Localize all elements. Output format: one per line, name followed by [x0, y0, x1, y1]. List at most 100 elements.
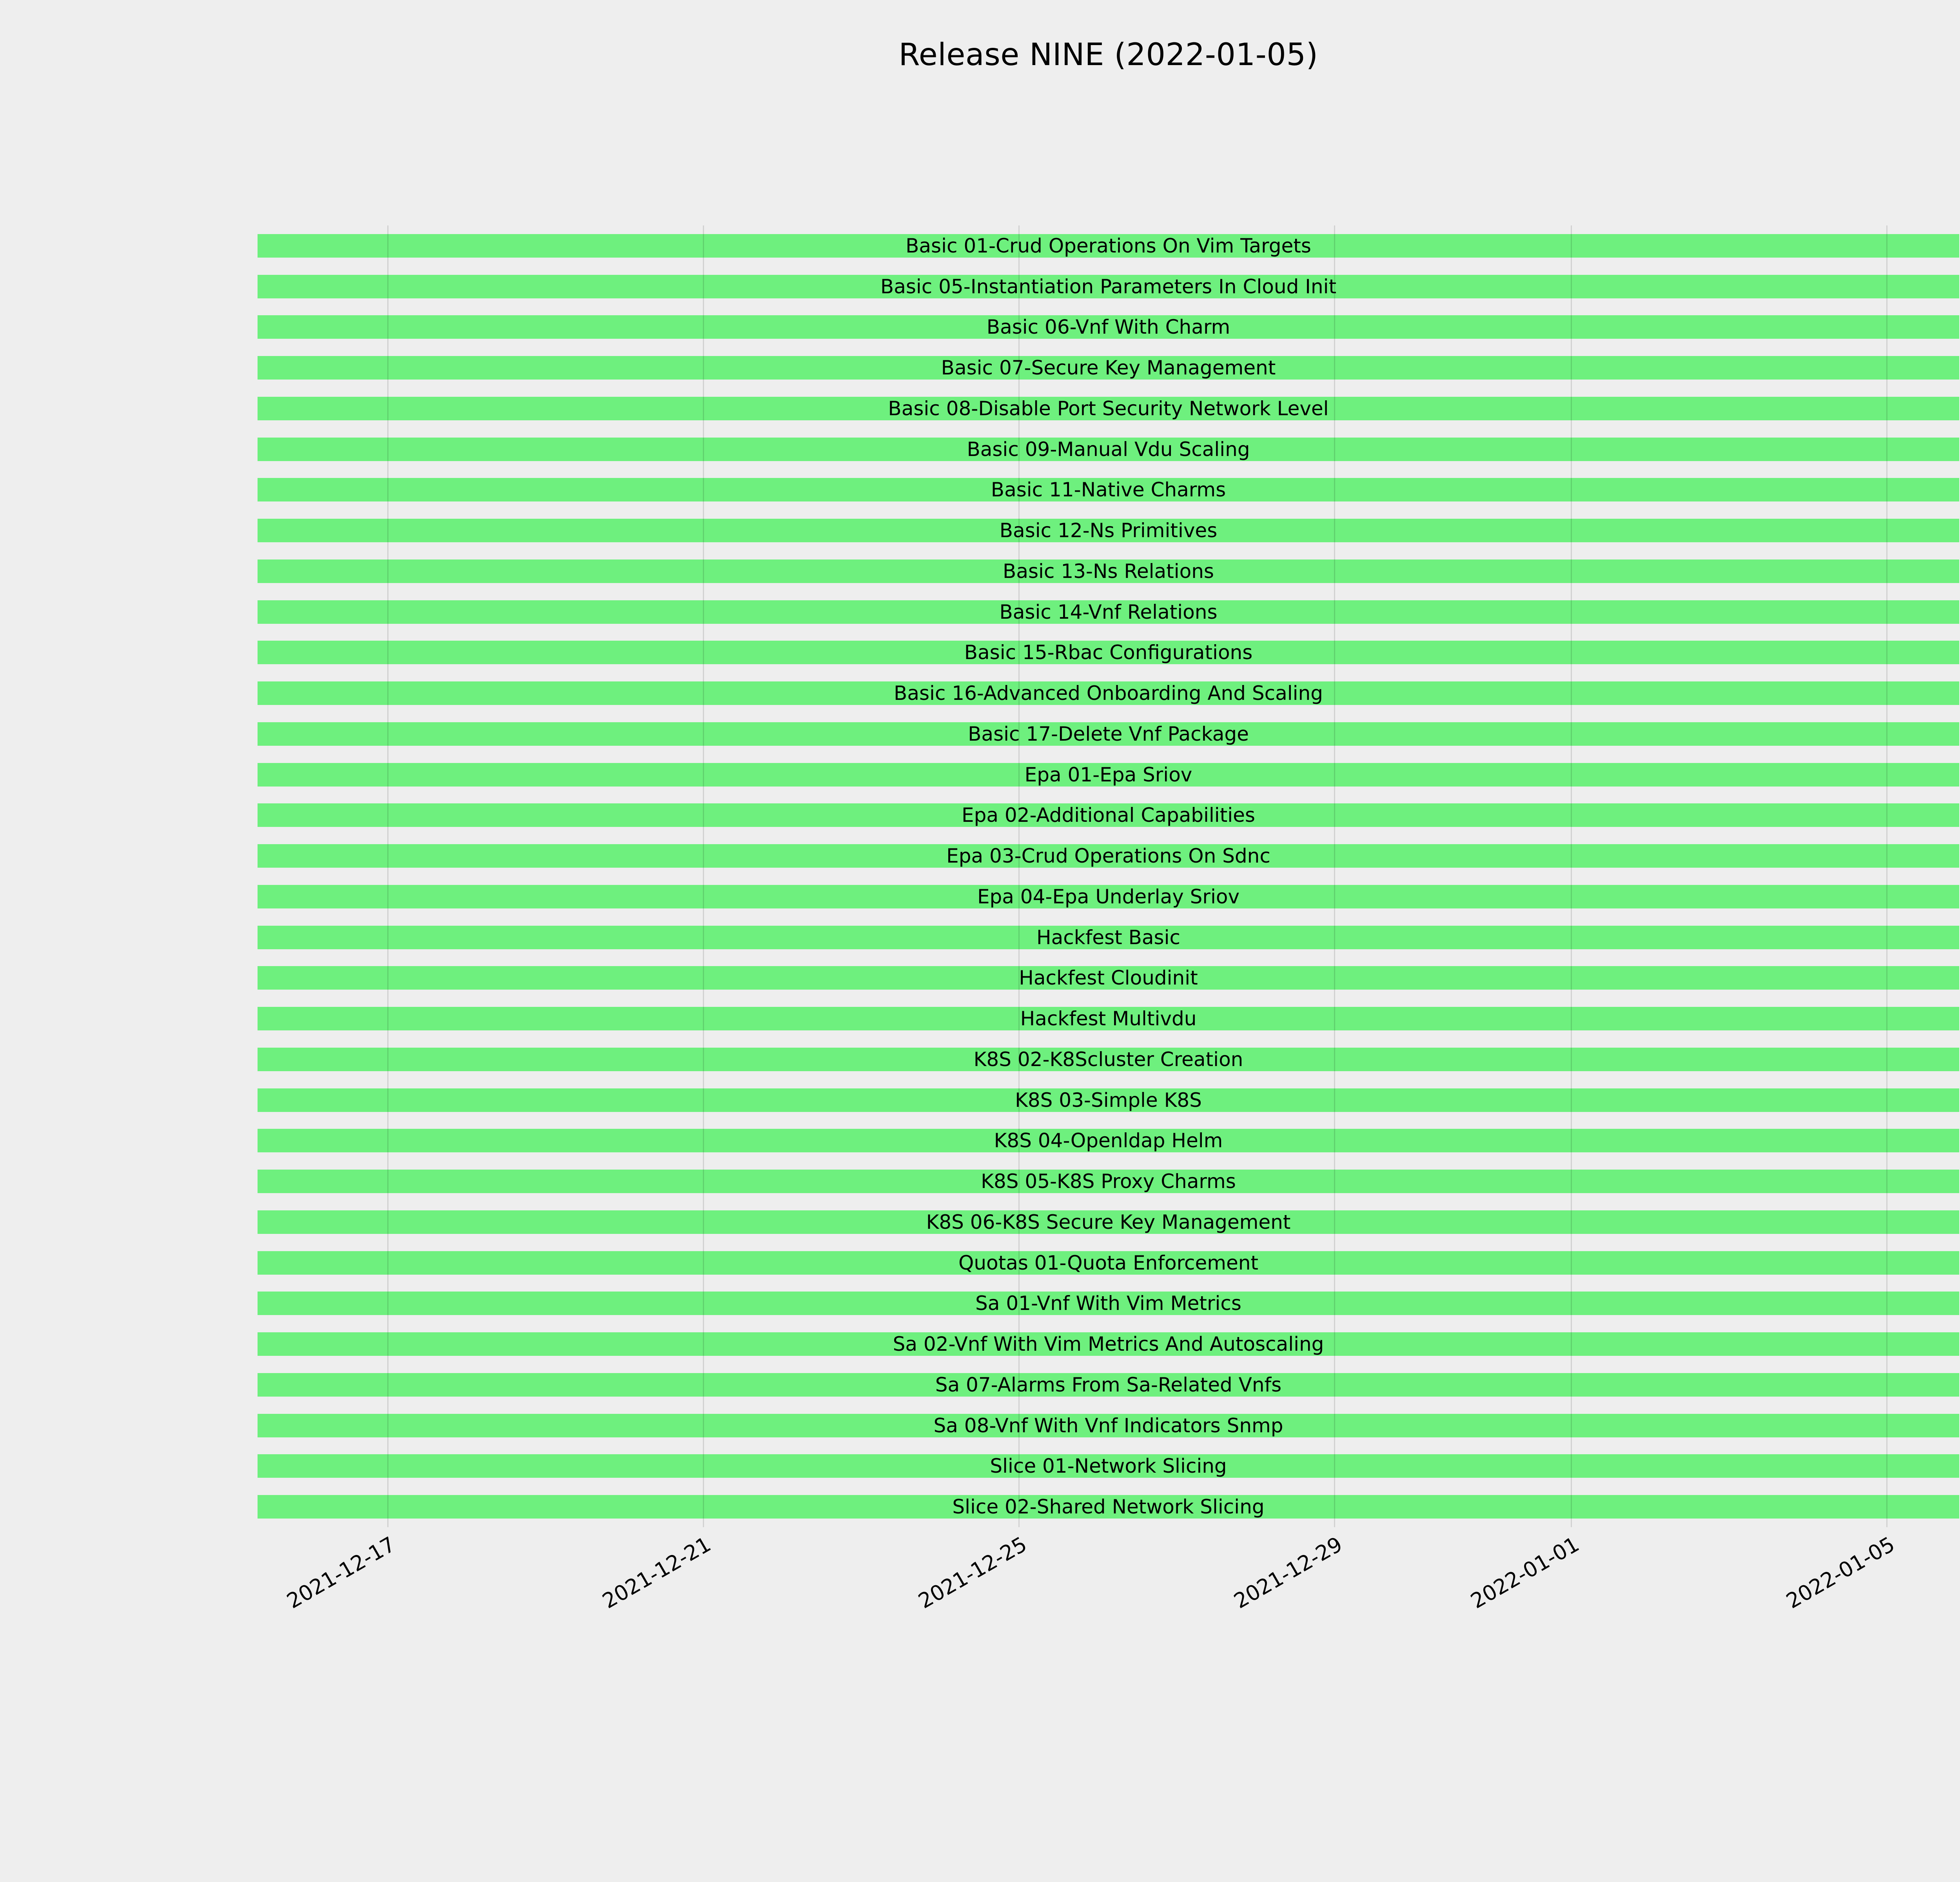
chart-title: Release NINE (2022-01-05) [898, 37, 1318, 73]
task-bar: Hackfest Multivdu [258, 1007, 1959, 1031]
task-bar-label: Basic 16-Advanced Onboarding And Scaling [894, 682, 1323, 705]
chart-row: Sa 08-Vnf With Vnf Indicators Snmp [258, 1405, 1959, 1446]
chart-row: Hackfest Multivdu [258, 998, 1959, 1039]
chart-row: Basic 11-Native Charms [258, 470, 1959, 510]
task-bar: K8S 06-K8S Secure Key Management [258, 1210, 1959, 1234]
chart-row: Basic 07-Secure Key Management [258, 347, 1959, 388]
task-bar-label: Slice 01-Network Slicing [990, 1455, 1227, 1478]
chart-row: Epa 03-Crud Operations On Sdnc [258, 836, 1959, 876]
plot-area: Basic 01-Crud Operations On Vim Targets B… [258, 225, 1959, 1613]
task-bar-label: Basic 01-Crud Operations On Vim Targets [906, 234, 1311, 257]
task-bar: Slice 02-Shared Network Slicing [258, 1495, 1959, 1519]
task-bar-label: Basic 13-Ns Relations [1003, 560, 1214, 583]
task-bar: Epa 04-Epa Underlay Sriov [258, 885, 1959, 908]
task-bar: Epa 01-Epa Sriov [258, 763, 1959, 787]
task-bar: Basic 07-Secure Key Management [258, 356, 1959, 380]
chart-row: K8S 02-K8Scluster Creation [258, 1039, 1959, 1080]
task-bar-label: K8S 05-K8S Proxy Charms [981, 1170, 1236, 1193]
chart-row: K8S 06-K8S Secure Key Management [258, 1202, 1959, 1243]
task-bar-label: Basic 14-Vnf Relations [999, 600, 1218, 623]
chart-row: K8S 04-Openldap Helm [258, 1121, 1959, 1161]
task-bar-label: Basic 15-Rbac Configurations [964, 641, 1253, 664]
task-bar-label: Epa 02-Additional Capabilities [962, 804, 1255, 827]
chart-row: Slice 01-Network Slicing [258, 1446, 1959, 1487]
bar-rows: Basic 01-Crud Operations On Vim Targets B… [258, 225, 1959, 1527]
task-bar: Slice 01-Network Slicing [258, 1454, 1959, 1478]
task-bar-label: Basic 07-Secure Key Management [941, 356, 1276, 380]
task-bar: K8S 04-Openldap Helm [258, 1129, 1959, 1153]
chart-row: Basic 05-Instantiation Parameters In Clo… [258, 266, 1959, 307]
task-bar-label: Hackfest Multivdu [1020, 1007, 1197, 1030]
task-bar: Hackfest Basic [258, 925, 1959, 949]
task-bar: Sa 08-Vnf With Vnf Indicators Snmp [258, 1413, 1959, 1437]
chart-row: Basic 13-Ns Relations [258, 551, 1959, 592]
chart-row: Sa 02-Vnf With Vim Metrics And Autoscali… [258, 1324, 1959, 1364]
task-bar-label: Sa 08-Vnf With Vnf Indicators Snmp [933, 1414, 1283, 1437]
task-bar: Sa 02-Vnf With Vim Metrics And Autoscali… [258, 1332, 1959, 1356]
task-bar: Epa 02-Additional Capabilities [258, 803, 1959, 827]
task-bar-label: Basic 17-Delete Vnf Package [968, 722, 1249, 745]
chart-row: Basic 08-Disable Port Security Network L… [258, 388, 1959, 429]
chart-row: Hackfest Cloudinit [258, 958, 1959, 999]
chart-row: Basic 17-Delete Vnf Package [258, 714, 1959, 754]
chart-row: K8S 05-K8S Proxy Charms [258, 1161, 1959, 1202]
chart-row: Quotas 01-Quota Enforcement [258, 1243, 1959, 1283]
chart-row: Basic 06-Vnf With Charm [258, 307, 1959, 348]
task-bar: Basic 11-Native Charms [258, 478, 1959, 502]
task-bar-label: Basic 05-Instantiation Parameters In Clo… [880, 275, 1337, 298]
task-bar: K8S 05-K8S Proxy Charms [258, 1170, 1959, 1194]
task-bar: Basic 05-Instantiation Parameters In Clo… [258, 274, 1959, 298]
chart-row: Basic 15-Rbac Configurations [258, 632, 1959, 673]
task-bar: Quotas 01-Quota Enforcement [258, 1251, 1959, 1275]
task-bar-label: Sa 02-Vnf With Vim Metrics And Autoscali… [893, 1333, 1324, 1356]
x-tick-label: 2021-12-25 [914, 1532, 1031, 1613]
task-bar-label: Sa 01-Vnf With Vim Metrics [975, 1292, 1241, 1315]
chart-row: K8S 03-Simple K8S [258, 1080, 1959, 1121]
task-bar: Basic 09-Manual Vdu Scaling [258, 437, 1959, 461]
task-bar-label: Slice 02-Shared Network Slicing [952, 1495, 1265, 1519]
chart-row: Sa 07-Alarms From Sa-Related Vnfs [258, 1364, 1959, 1405]
task-bar: Sa 01-Vnf With Vim Metrics [258, 1292, 1959, 1315]
task-bar-label: Epa 04-Epa Underlay Sriov [977, 885, 1240, 908]
task-bar-label: Basic 09-Manual Vdu Scaling [967, 438, 1250, 461]
chart-row: Epa 02-Additional Capabilities [258, 795, 1959, 836]
chart-row: Basic 09-Manual Vdu Scaling [258, 429, 1959, 470]
x-tick-label: 2021-12-21 [599, 1532, 715, 1613]
task-bar-label: Epa 03-Crud Operations On Sdnc [946, 845, 1270, 868]
task-bar: Basic 13-Ns Relations [258, 559, 1959, 583]
task-bar-label: K8S 06-K8S Secure Key Management [926, 1210, 1291, 1233]
task-bar: Basic 08-Disable Port Security Network L… [258, 396, 1959, 420]
chart-row: Epa 01-Epa Sriov [258, 754, 1959, 795]
task-bar: Basic 06-Vnf With Charm [258, 315, 1959, 339]
task-bar-label: K8S 04-Openldap Helm [994, 1129, 1223, 1152]
task-bar: Sa 07-Alarms From Sa-Related Vnfs [258, 1373, 1959, 1397]
task-bar-label: Hackfest Basic [1036, 926, 1180, 949]
task-bar: Hackfest Cloudinit [258, 966, 1959, 990]
task-bar: K8S 03-Simple K8S [258, 1088, 1959, 1112]
task-bar: Epa 03-Crud Operations On Sdnc [258, 844, 1959, 868]
chart-row: Basic 14-Vnf Relations [258, 592, 1959, 632]
chart-row: Basic 01-Crud Operations On Vim Targets [258, 225, 1959, 266]
chart-row: Slice 02-Shared Network Slicing [258, 1486, 1959, 1527]
chart-row: Sa 01-Vnf With Vim Metrics [258, 1283, 1959, 1324]
x-tick-label: 2022-01-01 [1466, 1532, 1583, 1613]
task-bar: Basic 16-Advanced Onboarding And Scaling [258, 681, 1959, 705]
x-tick-label: 2021-12-17 [283, 1532, 400, 1613]
chart-row: Hackfest Basic [258, 917, 1959, 958]
task-bar: K8S 02-K8Scluster Creation [258, 1047, 1959, 1071]
task-bar: Basic 01-Crud Operations On Vim Targets [258, 234, 1959, 258]
chart-row: Epa 04-Epa Underlay Sriov [258, 876, 1959, 917]
chart-row: Basic 16-Advanced Onboarding And Scaling [258, 673, 1959, 714]
task-bar: Basic 14-Vnf Relations [258, 600, 1959, 624]
x-tick-label: 2021-12-29 [1230, 1532, 1347, 1613]
task-bar: Basic 15-Rbac Configurations [258, 641, 1959, 665]
task-bar-label: Basic 06-Vnf With Charm [986, 316, 1230, 339]
x-tick-label: 2022-01-05 [1782, 1532, 1899, 1613]
task-bar-label: K8S 03-Simple K8S [1015, 1088, 1202, 1112]
task-bar-label: Basic 08-Disable Port Security Network L… [888, 397, 1329, 420]
chart-row: Basic 12-Ns Primitives [258, 510, 1959, 551]
task-bar-label: Epa 01-Epa Sriov [1024, 763, 1192, 786]
task-bar-label: Basic 11-Native Charms [991, 478, 1226, 501]
task-bar-label: Quotas 01-Quota Enforcement [958, 1251, 1259, 1274]
